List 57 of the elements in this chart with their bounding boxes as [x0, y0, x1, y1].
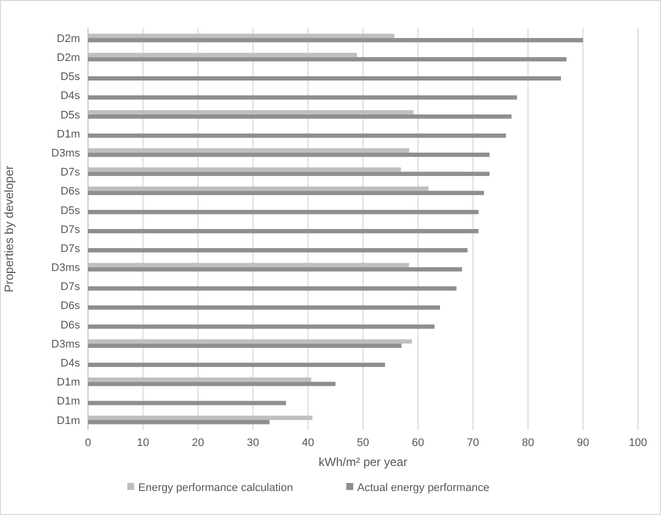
y-tick-label: D3ms [51, 147, 80, 160]
bar [88, 134, 506, 138]
x-tick-label: 80 [522, 437, 534, 449]
bar [88, 76, 561, 81]
y-axis-title: Properties by developer [2, 166, 16, 292]
y-tick-label: D7s [60, 224, 80, 236]
legend-label: Actual energy performance [357, 482, 490, 494]
legend-label: Energy performance calculation [138, 482, 293, 494]
x-tick-label: 30 [246, 437, 260, 449]
bar [88, 400, 286, 406]
x-tick-label: 40 [302, 437, 314, 449]
y-tick-label: D7s [60, 281, 80, 294]
bar [88, 57, 566, 62]
bar [88, 382, 336, 386]
y-tick-label: D1m [56, 396, 80, 408]
y-tick-label: D6s [60, 319, 80, 332]
x-tick-label: 50 [356, 437, 370, 449]
y-tick-label: D3ms [51, 338, 80, 350]
y-tick-label: D1m [56, 414, 80, 427]
bar [88, 229, 478, 234]
bar [88, 152, 490, 157]
bar [88, 420, 270, 424]
x-tick-label: 70 [466, 437, 480, 449]
x-tick-label: 90 [576, 437, 590, 449]
y-tick-label: D3ms [51, 262, 80, 274]
bar [88, 267, 462, 272]
bar [88, 248, 468, 252]
bar [88, 172, 490, 176]
x-tick-label: 60 [412, 437, 424, 449]
bar [88, 362, 385, 367]
x-axis-title: kWh/m² per year [318, 455, 408, 469]
y-tick-label: D7s [60, 166, 80, 179]
y-tick-label: D5s [60, 71, 80, 84]
y-tick-label: D5s [60, 109, 80, 122]
y-tick-label: D2m [56, 52, 80, 64]
y-tick-label: D5s [60, 204, 80, 217]
bar [88, 114, 512, 119]
y-tick-label: D4s [60, 358, 80, 370]
y-tick-label: D4s [60, 90, 80, 102]
y-tick-label: D6s [60, 186, 80, 198]
x-tick-label: 10 [136, 437, 150, 449]
bar [88, 305, 440, 310]
x-tick-label: 20 [192, 437, 204, 449]
y-tick-label: D1m [56, 128, 80, 140]
bar [88, 38, 583, 42]
x-tick-label: 0 [84, 437, 92, 449]
y-tick-label: D6s [60, 300, 80, 312]
y-tick-label: D1m [56, 376, 80, 389]
bar [88, 190, 484, 196]
y-tick-label: D7s [60, 242, 80, 255]
y-tick-label: D2m [56, 32, 80, 45]
bar [88, 95, 517, 100]
bar [88, 324, 434, 329]
bar [88, 344, 402, 348]
bar [88, 210, 478, 214]
x-tick-label: 100 [628, 437, 648, 449]
bar [88, 286, 456, 291]
